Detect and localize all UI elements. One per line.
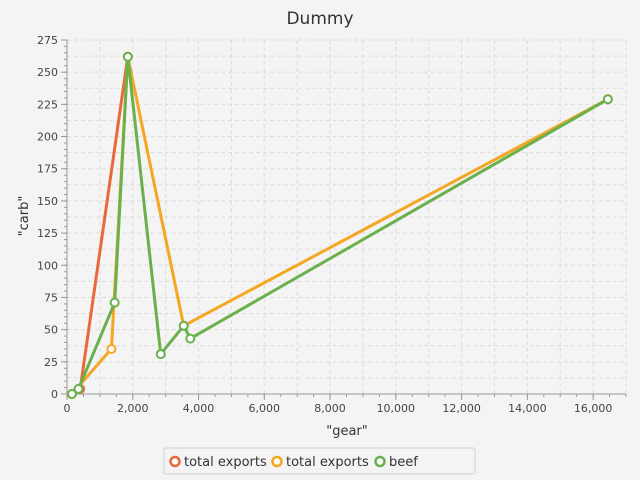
y-tick-label: 225 bbox=[37, 98, 58, 111]
x-tick-label: 4,000 bbox=[183, 402, 215, 415]
x-axis-title: "gear" bbox=[326, 424, 368, 439]
series-3 bbox=[66, 51, 613, 399]
legend-entry[interactable]: total exports bbox=[271, 455, 369, 470]
data-point[interactable] bbox=[185, 333, 196, 344]
chart-title: Dummy bbox=[286, 9, 353, 29]
y-tick-label: 250 bbox=[37, 66, 58, 79]
data-point[interactable] bbox=[106, 343, 117, 354]
legend-marker bbox=[374, 455, 386, 468]
series-layer bbox=[66, 51, 613, 399]
data-point[interactable] bbox=[109, 297, 120, 308]
x-tick-label: 10,000 bbox=[377, 402, 416, 415]
legend-entry[interactable]: beef bbox=[374, 455, 419, 470]
y-tick-label: 125 bbox=[37, 227, 58, 240]
x-tick-label: 6,000 bbox=[249, 402, 281, 415]
x-tick-label: 16,000 bbox=[574, 402, 613, 415]
data-point[interactable] bbox=[155, 349, 166, 360]
y-axis-title: "carb" bbox=[17, 196, 32, 237]
legend: total exports total exports beef bbox=[163, 447, 476, 475]
x-tick-label: 2,000 bbox=[117, 402, 149, 415]
y-tick-label: 0 bbox=[51, 388, 58, 401]
y-tick-label: 75 bbox=[44, 291, 58, 304]
data-point[interactable] bbox=[178, 320, 189, 331]
legend-label: total exports bbox=[286, 455, 369, 470]
legend-marker bbox=[169, 455, 181, 468]
x-tick-label: 14,000 bbox=[508, 402, 547, 415]
y-tick-label: 100 bbox=[37, 259, 58, 272]
data-point[interactable] bbox=[66, 389, 77, 399]
grid bbox=[66, 39, 627, 395]
legend-label: total exports bbox=[184, 455, 267, 470]
y-tick-label: 25 bbox=[44, 356, 58, 369]
legend-marker bbox=[271, 455, 283, 468]
data-point[interactable] bbox=[73, 383, 84, 394]
axes: 0 2,000 4,000 6,000 8,000 10,000 12,000 14,000 1… bbox=[37, 34, 627, 415]
data-point[interactable] bbox=[122, 51, 133, 62]
y-tick-label: 275 bbox=[37, 34, 58, 47]
y-tick-label: 50 bbox=[44, 324, 58, 337]
x-tick-label: 0 bbox=[64, 402, 71, 415]
x-tick-label: 8,000 bbox=[314, 402, 346, 415]
legend-box bbox=[163, 447, 476, 475]
x-tick-label: 12,000 bbox=[442, 402, 481, 415]
legend-label: beef bbox=[389, 455, 418, 470]
y-tick-label: 200 bbox=[37, 131, 58, 144]
legend-entry[interactable]: total exports bbox=[169, 455, 267, 470]
y-tick-label: 150 bbox=[37, 195, 58, 208]
y-tick-label: 175 bbox=[37, 163, 58, 176]
data-point[interactable] bbox=[602, 94, 613, 105]
